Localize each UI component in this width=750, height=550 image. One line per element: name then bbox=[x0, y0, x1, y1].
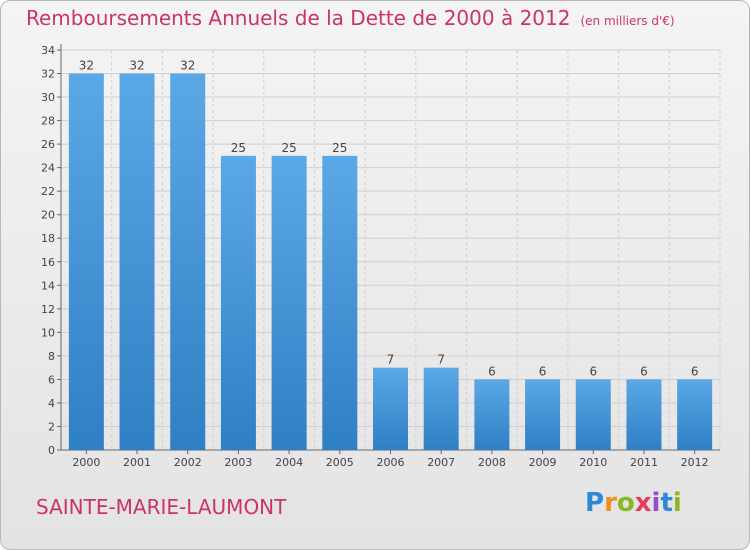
chart-title-text: Remboursements Annuels de la Dette de 20… bbox=[26, 6, 571, 30]
y-tick-label: 30 bbox=[41, 91, 55, 104]
x-tick-label: 2002 bbox=[174, 456, 202, 469]
bar bbox=[322, 155, 358, 450]
logo-letter: o bbox=[616, 488, 635, 518]
proxiti-logo: Proxiti bbox=[585, 488, 682, 518]
y-tick-label: 10 bbox=[41, 326, 55, 339]
town-name: SAINTE-MARIE-LAUMONT bbox=[36, 495, 287, 519]
data-label: 7 bbox=[387, 353, 395, 367]
bar bbox=[119, 73, 155, 450]
logo-letter: i bbox=[651, 488, 661, 518]
y-tick-label: 12 bbox=[41, 303, 55, 316]
y-tick-label: 20 bbox=[41, 209, 55, 222]
bar bbox=[373, 367, 408, 450]
chart-title: Remboursements Annuels de la Dette de 20… bbox=[26, 6, 675, 30]
bar bbox=[626, 379, 662, 450]
x-tick-label: 2001 bbox=[123, 456, 151, 469]
bar bbox=[68, 73, 104, 450]
bar bbox=[423, 367, 459, 450]
data-label: 32 bbox=[180, 59, 195, 73]
chart-units: (en milliers d'€) bbox=[580, 14, 675, 28]
data-label: 6 bbox=[589, 364, 597, 378]
x-tick-label: 2000 bbox=[72, 456, 100, 469]
data-label: 6 bbox=[488, 364, 496, 378]
y-tick-label: 26 bbox=[41, 138, 55, 151]
y-tick-label: 32 bbox=[41, 68, 55, 81]
data-label: 6 bbox=[640, 364, 648, 378]
logo-letter: x bbox=[634, 488, 652, 518]
bar bbox=[575, 379, 611, 450]
logo-letter: r bbox=[604, 488, 617, 518]
y-tick-label: 16 bbox=[41, 256, 55, 269]
bar bbox=[525, 379, 561, 450]
y-tick-label: 24 bbox=[41, 162, 55, 175]
y-tick-label: 14 bbox=[41, 279, 55, 292]
logo-letter: i bbox=[672, 488, 682, 518]
x-tick-label: 2012 bbox=[681, 456, 709, 469]
y-tick-label: 0 bbox=[48, 444, 55, 457]
x-tick-label: 2009 bbox=[529, 456, 557, 469]
x-tick-label: 2005 bbox=[326, 456, 354, 469]
bar bbox=[220, 155, 256, 450]
x-tick-label: 2010 bbox=[579, 456, 607, 469]
y-tick-label: 18 bbox=[41, 232, 55, 245]
data-label: 25 bbox=[281, 141, 296, 155]
y-tick-label: 4 bbox=[48, 397, 55, 410]
bars bbox=[68, 73, 713, 450]
data-label: 6 bbox=[539, 364, 547, 378]
logo-letter: t bbox=[660, 488, 673, 518]
labels: 32 2000 32 2001 32 2002 25 2003 25 2004 25 2005 7 200… bbox=[72, 59, 708, 469]
x-tick-label: 2006 bbox=[377, 456, 405, 469]
y-tick-label: 2 bbox=[48, 420, 55, 433]
data-label: 32 bbox=[129, 59, 144, 73]
bar bbox=[271, 155, 307, 450]
x-tick-label: 2008 bbox=[478, 456, 506, 469]
data-label: 7 bbox=[437, 353, 445, 367]
x-tick-label: 2004 bbox=[275, 456, 303, 469]
bar bbox=[474, 379, 510, 450]
bar bbox=[170, 73, 206, 450]
y-tick-label: 6 bbox=[48, 373, 55, 386]
x-tick-label: 2011 bbox=[630, 456, 658, 469]
data-label: 25 bbox=[332, 141, 347, 155]
y-tick-label: 22 bbox=[41, 185, 55, 198]
bar bbox=[677, 379, 713, 450]
x-tick-label: 2003 bbox=[224, 456, 252, 469]
y-tick-label: 34 bbox=[41, 44, 55, 57]
data-label: 6 bbox=[691, 364, 699, 378]
data-label: 32 bbox=[79, 59, 94, 73]
data-label: 25 bbox=[231, 141, 246, 155]
x-tick-label: 2007 bbox=[427, 456, 455, 469]
y-tick-label: 28 bbox=[41, 115, 55, 128]
y-tick-label: 8 bbox=[48, 350, 55, 363]
logo-letter: P bbox=[585, 488, 605, 518]
